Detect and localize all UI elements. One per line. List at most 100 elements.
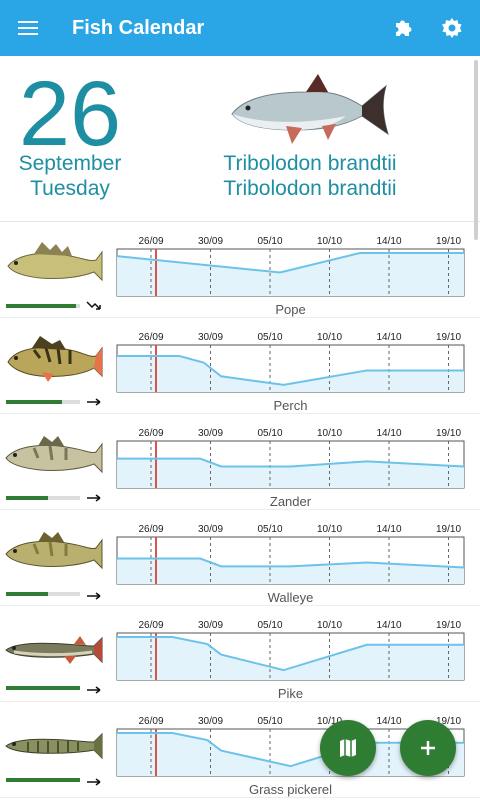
- tick-label: 10/10: [317, 524, 342, 535]
- activity-chart-zander: 26/09 30/09 05/10 10/10 14/10 19/10: [116, 428, 465, 489]
- tick-label: 10/10: [317, 716, 342, 727]
- activity-bar: [6, 304, 80, 308]
- tick-label: 10/10: [317, 428, 342, 439]
- puzzle-icon: [396, 20, 412, 36]
- trend-flat-icon: [87, 686, 101, 694]
- tick-label: 05/10: [257, 428, 282, 439]
- trend-flat-icon: [87, 778, 101, 786]
- fish-name: Pike: [277, 686, 304, 701]
- activity-line: [117, 557, 465, 569]
- tick-label: 30/09: [198, 716, 223, 727]
- tick-label: 26/09: [138, 620, 163, 631]
- activity-bar: [6, 400, 80, 404]
- activity-bar-fill: [6, 496, 49, 500]
- fish-name: Perch: [273, 398, 308, 413]
- month-name: September: [18, 152, 122, 175]
- scrollbar[interactable]: [474, 60, 478, 240]
- tick-label: 14/10: [376, 236, 401, 247]
- fish-row-pike[interactable]: 26/09 30/09 05/10 10/10 14/10 19/10 Pike: [0, 606, 480, 702]
- zander-fish-image: [5, 436, 103, 474]
- fish-name: Grass pickerel: [248, 782, 333, 797]
- menu-icon: [18, 21, 38, 35]
- tick-label: 14/10: [376, 620, 401, 631]
- tick-label: 26/09: [138, 524, 163, 535]
- tick-label: 30/09: [198, 524, 223, 535]
- tick-label: 26/09: [138, 716, 163, 727]
- activity-bar: [6, 592, 80, 596]
- activity-bar: [6, 778, 80, 782]
- add-button[interactable]: [400, 720, 456, 776]
- activity-area: [117, 637, 464, 680]
- fish-row-perch[interactable]: 26/09 30/09 05/10 10/10 14/10 19/10 Perch: [0, 318, 480, 414]
- pope-fish-image: [7, 242, 103, 282]
- tick-label: 14/10: [376, 716, 401, 727]
- activity-bar-fill: [6, 592, 49, 596]
- activity-bar-fill: [6, 778, 80, 782]
- tick-label: 30/09: [198, 620, 223, 631]
- tick-label: 05/10: [257, 524, 282, 535]
- fish-name: Walleye: [267, 590, 314, 605]
- tick-label: 26/09: [138, 332, 163, 343]
- menu-button[interactable]: [0, 0, 56, 56]
- tick-label: 05/10: [257, 332, 282, 343]
- activity-bar-fill: [6, 304, 77, 308]
- app-bar: Fish Calendar: [0, 0, 480, 56]
- activity-chart-pike: 26/09 30/09 05/10 10/10 14/10 19/10: [116, 620, 465, 681]
- trend-flat-icon: [87, 494, 101, 502]
- pike-fish-image: [5, 636, 103, 664]
- tick-label: 19/10: [436, 716, 461, 727]
- activity-area: [117, 558, 464, 584]
- activity-line: [117, 636, 464, 672]
- tick-label: 19/10: [436, 524, 461, 535]
- activity-bar-fill: [6, 686, 80, 690]
- activity-line: [116, 252, 464, 274]
- tick-label: 14/10: [376, 332, 401, 343]
- tick-label: 26/09: [138, 428, 163, 439]
- activity-bar: [6, 686, 80, 690]
- trend-down-icon: [86, 301, 101, 310]
- featured-fish-name: Tribolodon brandtii: [223, 152, 397, 175]
- tick-label: 05/10: [257, 236, 282, 247]
- grass-pickerel-fish-image: [5, 732, 103, 760]
- map-button[interactable]: [320, 720, 376, 776]
- tick-label: 14/10: [376, 524, 401, 535]
- activity-bar-fill: [6, 400, 62, 404]
- fish-list: 26/09 30/09 05/10 10/10 14/10 19/10 Pope 26/0…: [0, 222, 480, 798]
- settings-button[interactable]: [428, 0, 476, 56]
- trend-flat-icon: [87, 398, 101, 406]
- walleye-fish-image: [5, 532, 103, 570]
- activity-area: [117, 253, 464, 296]
- tick-label: 26/09: [138, 236, 163, 247]
- activity-line: [117, 355, 464, 386]
- perch-fish-image: [7, 336, 103, 382]
- activity-chart-perch: 26/09 30/09 05/10 10/10 14/10 19/10: [116, 332, 465, 393]
- tick-label: 19/10: [436, 428, 461, 439]
- featured-fish-latin-name: Tribolodon brandtii: [223, 177, 397, 200]
- tick-label: 30/09: [198, 332, 223, 343]
- fish-row-pope[interactable]: 26/09 30/09 05/10 10/10 14/10 19/10 Pope: [0, 222, 480, 318]
- tick-label: 10/10: [317, 332, 342, 343]
- gear-icon: [442, 18, 462, 38]
- activity-area: [117, 356, 464, 392]
- tick-label: 14/10: [376, 428, 401, 439]
- fish-row-walleye[interactable]: 26/09 30/09 05/10 10/10 14/10 19/10 Walleye: [0, 510, 480, 606]
- plugins-button[interactable]: [380, 0, 428, 56]
- tick-label: 10/10: [317, 620, 342, 631]
- day-number: 26: [18, 63, 122, 165]
- featured-fish-image: [231, 74, 389, 144]
- activity-line: [117, 457, 465, 468]
- tick-label: 30/09: [198, 236, 223, 247]
- tick-label: 19/10: [436, 620, 461, 631]
- app-title: Fish Calendar: [72, 16, 205, 39]
- fish-row-zander[interactable]: 26/09 30/09 05/10 10/10 14/10 19/10 Zander: [0, 414, 480, 510]
- weekday-name: Tuesday: [30, 177, 110, 200]
- tick-label: 05/10: [257, 620, 282, 631]
- tick-label: 30/09: [198, 428, 223, 439]
- today-card: 26 September Tuesday Tribolodon brandtii…: [0, 56, 480, 222]
- tick-label: 19/10: [436, 236, 461, 247]
- trend-flat-icon: [87, 592, 101, 600]
- tick-label: 19/10: [436, 332, 461, 343]
- fish-name: Pope: [275, 302, 306, 317]
- activity-chart-pope: 26/09 30/09 05/10 10/10 14/10 19/10: [116, 236, 465, 297]
- plus-icon: [421, 741, 435, 755]
